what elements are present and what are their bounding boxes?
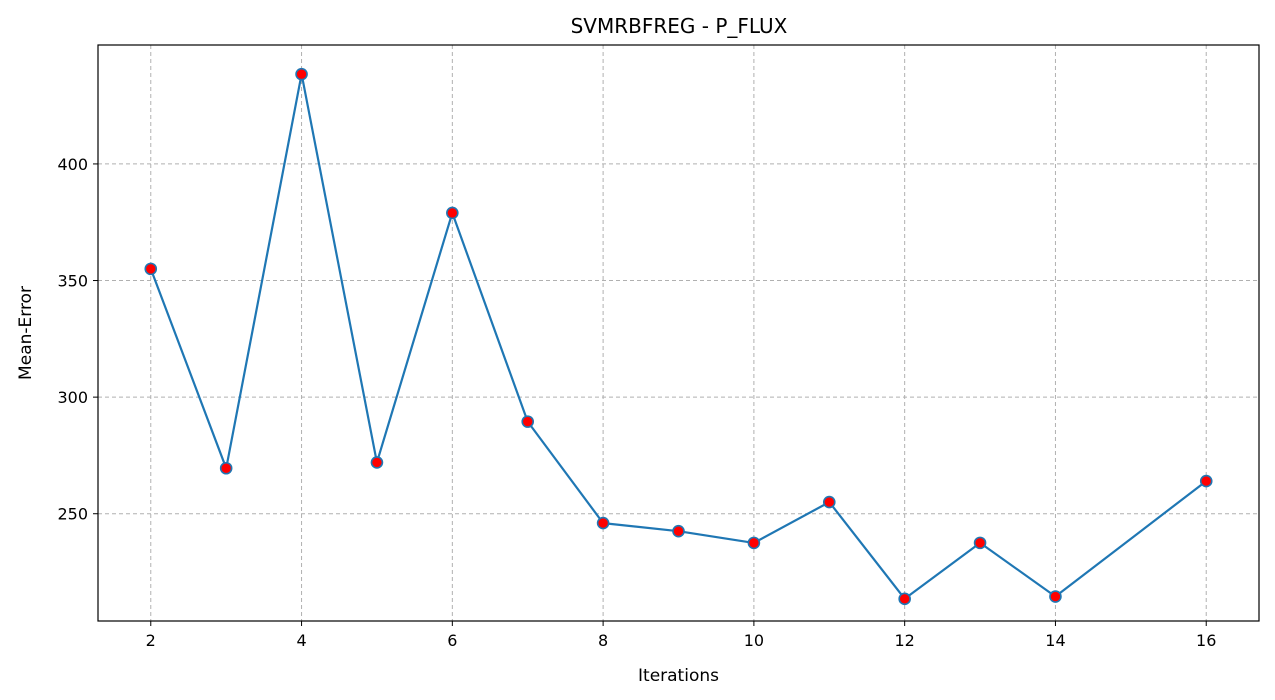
y-tick-label: 250 <box>57 505 88 524</box>
axes: 2 4 6 8 10 12 14 16 250 300 350 400 <box>57 155 1216 650</box>
x-tick-label: 10 <box>744 631 764 650</box>
data-point <box>973 536 987 550</box>
y-tick-label: 400 <box>57 155 88 174</box>
data-point <box>446 206 459 220</box>
data-point <box>672 524 685 538</box>
x-tick-label: 12 <box>894 631 914 650</box>
data-point <box>219 461 233 475</box>
y-axis-label: Mean-Error <box>16 286 36 380</box>
series-layer <box>144 67 1213 606</box>
data-point <box>370 456 384 469</box>
x-axis-label: Iterations <box>638 666 719 686</box>
x-tick-label: 2 <box>146 631 156 650</box>
data-point <box>822 495 836 509</box>
y-tick-label: 350 <box>57 272 88 291</box>
data-point <box>144 262 158 276</box>
data-point <box>596 516 610 530</box>
data-point <box>295 67 308 81</box>
data-point <box>1199 474 1213 488</box>
data-point <box>898 592 911 606</box>
data-point <box>1049 590 1062 603</box>
data-point <box>521 415 535 428</box>
y-tick-label: 300 <box>57 388 88 407</box>
series-line <box>149 72 1207 600</box>
data-point <box>747 536 761 550</box>
x-tick-label: 16 <box>1196 631 1216 650</box>
x-tick-label: 6 <box>447 631 457 650</box>
chart-title: SVMRBFREG - P_FLUX <box>571 14 788 38</box>
x-tick-label: 4 <box>296 631 306 650</box>
plot-frame <box>97 44 1260 622</box>
x-tick-label: 14 <box>1045 631 1065 650</box>
x-tick-label: 8 <box>598 631 608 650</box>
grid <box>98 45 1259 621</box>
